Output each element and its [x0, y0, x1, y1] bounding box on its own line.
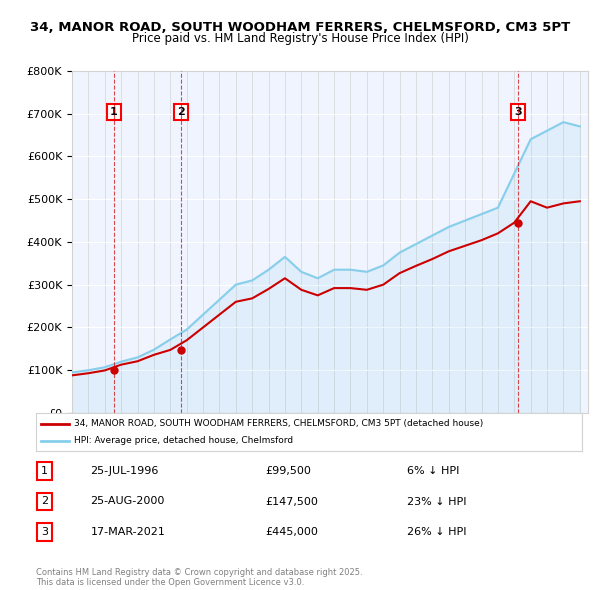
- Text: Contains HM Land Registry data © Crown copyright and database right 2025.
This d: Contains HM Land Registry data © Crown c…: [36, 568, 362, 587]
- Text: 2: 2: [177, 107, 185, 117]
- Text: 23% ↓ HPI: 23% ↓ HPI: [407, 497, 467, 506]
- Text: 26% ↓ HPI: 26% ↓ HPI: [407, 527, 467, 537]
- Text: HPI: Average price, detached house, Chelmsford: HPI: Average price, detached house, Chel…: [74, 436, 293, 445]
- Text: £147,500: £147,500: [265, 497, 318, 506]
- Text: 1: 1: [41, 466, 47, 476]
- Text: 34, MANOR ROAD, SOUTH WOODHAM FERRERS, CHELMSFORD, CM3 5PT (detached house): 34, MANOR ROAD, SOUTH WOODHAM FERRERS, C…: [74, 419, 484, 428]
- Text: Price paid vs. HM Land Registry's House Price Index (HPI): Price paid vs. HM Land Registry's House …: [131, 32, 469, 45]
- Text: 25-AUG-2000: 25-AUG-2000: [91, 497, 165, 506]
- Text: £445,000: £445,000: [265, 527, 318, 537]
- Text: 25-JUL-1996: 25-JUL-1996: [91, 466, 159, 476]
- Text: 2: 2: [41, 497, 48, 506]
- Text: 17-MAR-2021: 17-MAR-2021: [91, 527, 166, 537]
- Text: £99,500: £99,500: [265, 466, 311, 476]
- Text: 3: 3: [41, 527, 47, 537]
- Text: 1: 1: [110, 107, 118, 117]
- Text: 34, MANOR ROAD, SOUTH WOODHAM FERRERS, CHELMSFORD, CM3 5PT: 34, MANOR ROAD, SOUTH WOODHAM FERRERS, C…: [30, 21, 570, 34]
- Text: 6% ↓ HPI: 6% ↓ HPI: [407, 466, 460, 476]
- Text: 3: 3: [514, 107, 521, 117]
